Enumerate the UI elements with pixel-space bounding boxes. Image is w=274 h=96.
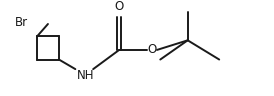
- Text: O: O: [115, 0, 124, 13]
- Text: NH: NH: [77, 69, 94, 82]
- Text: Br: Br: [15, 16, 28, 29]
- Text: O: O: [147, 43, 157, 56]
